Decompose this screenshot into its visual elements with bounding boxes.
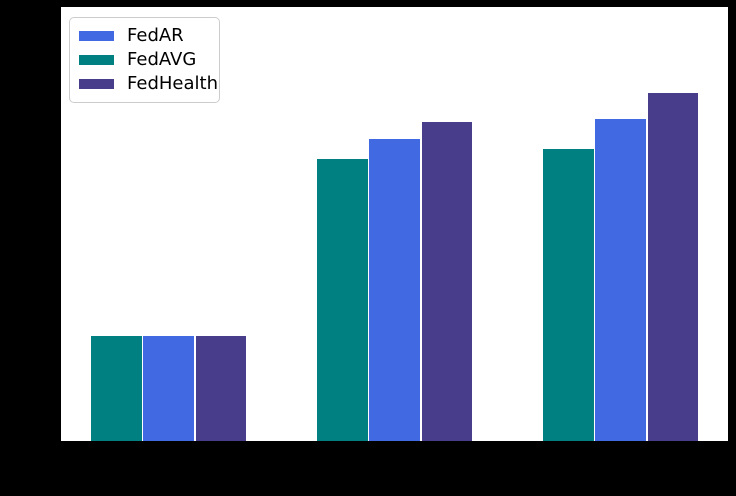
legend-swatch-fedavg-icon bbox=[79, 55, 114, 65]
bar-fedavg-group3 bbox=[543, 148, 594, 441]
bar-fedhealth-group3 bbox=[647, 93, 698, 441]
legend-label-fedar: FedAR bbox=[127, 25, 184, 46]
legend-swatch-fedhealth-icon bbox=[79, 79, 114, 89]
bar-fedhealth-group2 bbox=[421, 121, 472, 441]
legend-swatch-fedar-icon bbox=[79, 31, 114, 41]
legend-label-fedavg: FedAVG bbox=[127, 49, 197, 70]
legend-row: FedHealth bbox=[79, 72, 219, 96]
bar-fedavg-group2 bbox=[317, 158, 368, 441]
plot-area: FedAR FedAVG FedHealth bbox=[61, 7, 728, 441]
bar-fedavg-group1 bbox=[91, 336, 142, 441]
legend: FedAR FedAVG FedHealth bbox=[69, 17, 220, 103]
bar-fedhealth-group1 bbox=[195, 336, 246, 441]
legend-row: FedAR bbox=[79, 24, 219, 48]
legend-label-fedhealth: FedHealth bbox=[127, 73, 218, 94]
bar-fedar-group2 bbox=[369, 138, 420, 441]
legend-row: FedAVG bbox=[79, 48, 219, 72]
bar-fedar-group3 bbox=[595, 118, 646, 441]
bar-fedar-group1 bbox=[143, 336, 194, 441]
